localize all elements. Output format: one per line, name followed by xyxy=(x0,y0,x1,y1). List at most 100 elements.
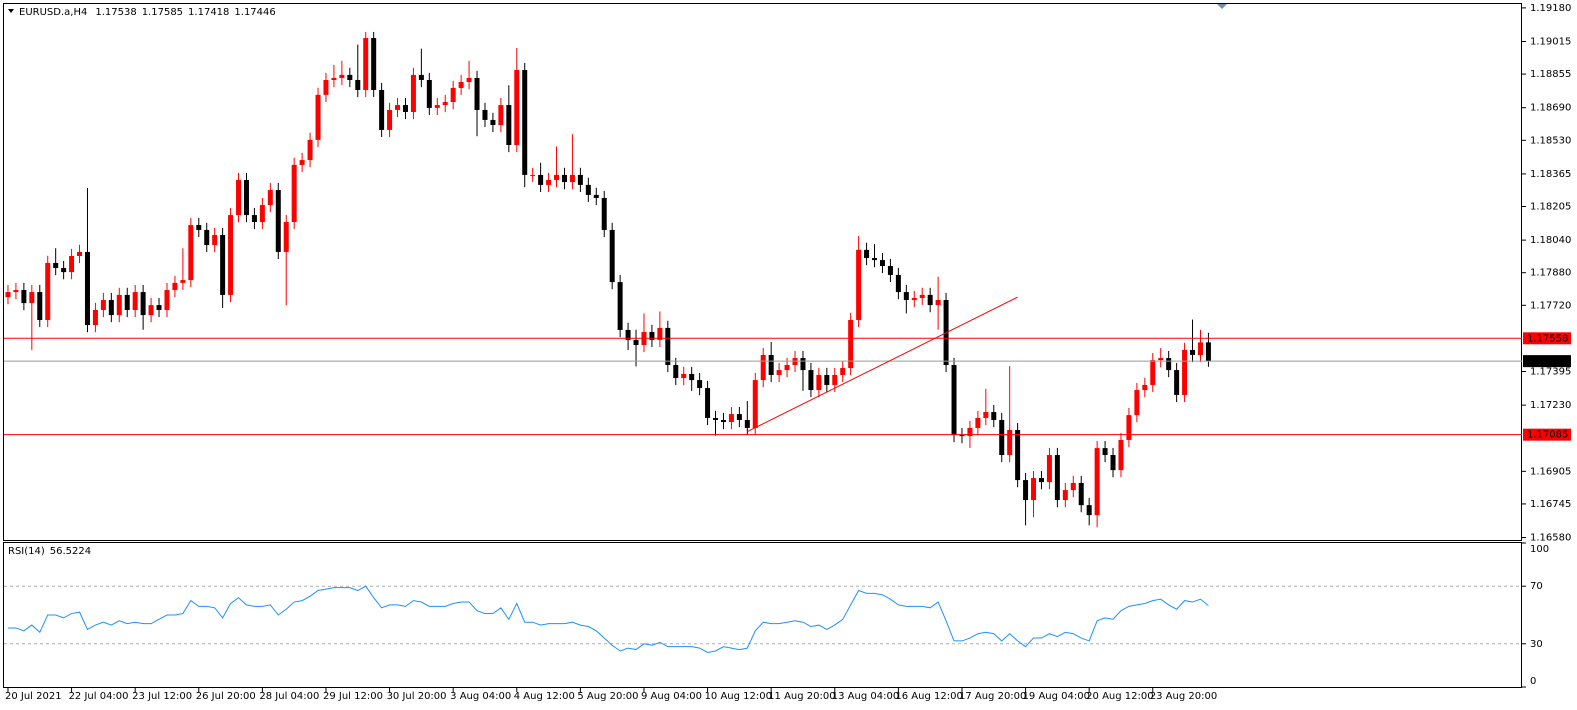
candle-body xyxy=(800,358,806,371)
candle-body xyxy=(879,260,885,266)
level-label: 1.17558 xyxy=(1527,333,1568,344)
y-tick-label: 1.16580 xyxy=(1530,533,1571,544)
candle-body xyxy=(236,180,242,216)
y-tick-label: 1.18690 xyxy=(1530,103,1571,114)
candle-body xyxy=(895,274,901,293)
candle-body xyxy=(673,364,679,379)
candle-body xyxy=(784,364,790,371)
candle-body xyxy=(530,174,536,176)
candle-body xyxy=(251,215,257,222)
candle-body xyxy=(100,300,106,310)
header-ohlc: 1.17538 xyxy=(95,7,136,18)
x-tick-label: 20 Aug 12:00 xyxy=(1086,691,1153,702)
candle-body xyxy=(649,331,655,340)
candle-body xyxy=(856,249,862,320)
candle-body xyxy=(999,419,1005,456)
candle-body xyxy=(116,294,122,316)
candle-body xyxy=(1070,482,1076,491)
trendline xyxy=(747,296,1018,433)
rsi-line xyxy=(7,585,1209,653)
candle-body xyxy=(243,180,249,216)
candle-body xyxy=(728,414,734,423)
candle-body xyxy=(140,292,146,316)
x-tick-label: 17 Aug 20:00 xyxy=(959,691,1026,702)
candle-body xyxy=(355,80,361,90)
candle-body xyxy=(482,109,488,120)
candle-body xyxy=(983,412,989,418)
candle-body xyxy=(347,74,353,81)
candle-body xyxy=(434,105,440,108)
candle-body xyxy=(538,174,544,185)
candle-body xyxy=(569,174,575,183)
candle-body xyxy=(1054,455,1060,501)
y-tick-label: 1.19015 xyxy=(1530,37,1571,48)
candle-body xyxy=(315,94,321,140)
header-ohlc: 1.17418 xyxy=(188,7,229,18)
indicator-value: 56.5224 xyxy=(50,546,91,557)
candle-body xyxy=(1190,349,1196,356)
candle-body xyxy=(259,205,265,222)
candle-body xyxy=(339,74,345,78)
candle-body xyxy=(490,119,496,126)
candle-body xyxy=(625,329,631,340)
candle-body xyxy=(1118,439,1124,471)
rsi-pane xyxy=(3,542,1522,688)
candle-body xyxy=(808,370,814,391)
candle-body xyxy=(760,355,766,381)
candle-body xyxy=(665,327,671,365)
candle-body xyxy=(657,327,663,340)
candle-body xyxy=(577,174,583,185)
candle-body xyxy=(291,164,297,222)
symbol-title: EURUSD.a,H4 xyxy=(19,7,87,18)
candle-body xyxy=(1110,455,1116,471)
shift-marker xyxy=(1217,4,1227,9)
candle-body xyxy=(1094,448,1100,516)
x-tick-label: 30 Jul 20:00 xyxy=(387,691,447,702)
y-tick-label: 1.18530 xyxy=(1530,135,1571,146)
candle-body xyxy=(124,294,130,310)
candle-body xyxy=(1046,455,1052,483)
candle-body xyxy=(37,292,43,320)
x-tick-label: 13 Aug 04:00 xyxy=(832,691,899,702)
x-tick-label: 23 Jul 12:00 xyxy=(132,691,192,702)
candle-body xyxy=(1166,358,1172,371)
candle-body xyxy=(561,174,567,183)
candle-body xyxy=(736,414,742,420)
candle-body xyxy=(323,80,329,95)
candle-body xyxy=(180,280,186,283)
candle-body xyxy=(450,87,456,103)
y-tick-label: 1.18855 xyxy=(1530,69,1571,80)
candle-body xyxy=(1158,358,1164,361)
x-tick-label: 9 Aug 04:00 xyxy=(641,691,702,702)
candle-body xyxy=(387,109,393,130)
level-label-bg xyxy=(1523,428,1571,441)
candle-body xyxy=(395,105,401,110)
menu-arrow[interactable] xyxy=(8,9,14,13)
candle-body xyxy=(164,290,170,310)
candle-body xyxy=(1142,384,1148,391)
candle-body xyxy=(514,70,520,145)
x-tick-label: 19 Aug 04:00 xyxy=(1023,691,1090,702)
x-tick-label: 11 Aug 20:00 xyxy=(768,691,835,702)
x-tick-label: 16 Aug 12:00 xyxy=(895,691,962,702)
candle-body xyxy=(991,412,997,420)
candle-body xyxy=(681,373,687,379)
candle-body xyxy=(220,235,226,295)
candle-body xyxy=(1182,349,1188,395)
candle-body xyxy=(77,251,83,257)
y-tick-label: 1.17230 xyxy=(1530,400,1571,411)
candle-body xyxy=(132,292,138,310)
candle-body xyxy=(69,256,75,273)
x-tick-label: 20 Jul 2021 xyxy=(5,691,62,702)
y-tick-label: 1.17395 xyxy=(1530,367,1571,378)
candle-body xyxy=(5,292,11,298)
candle-body xyxy=(713,417,719,420)
candle-body xyxy=(546,180,552,185)
candle-body xyxy=(903,292,909,301)
candle-body xyxy=(371,38,377,90)
y-tick-label: 1.19180 xyxy=(1530,3,1571,14)
header-ohlc: 1.17446 xyxy=(234,7,275,18)
candle-body xyxy=(919,294,925,298)
x-tick-label: 29 Jul 12:00 xyxy=(323,691,383,702)
